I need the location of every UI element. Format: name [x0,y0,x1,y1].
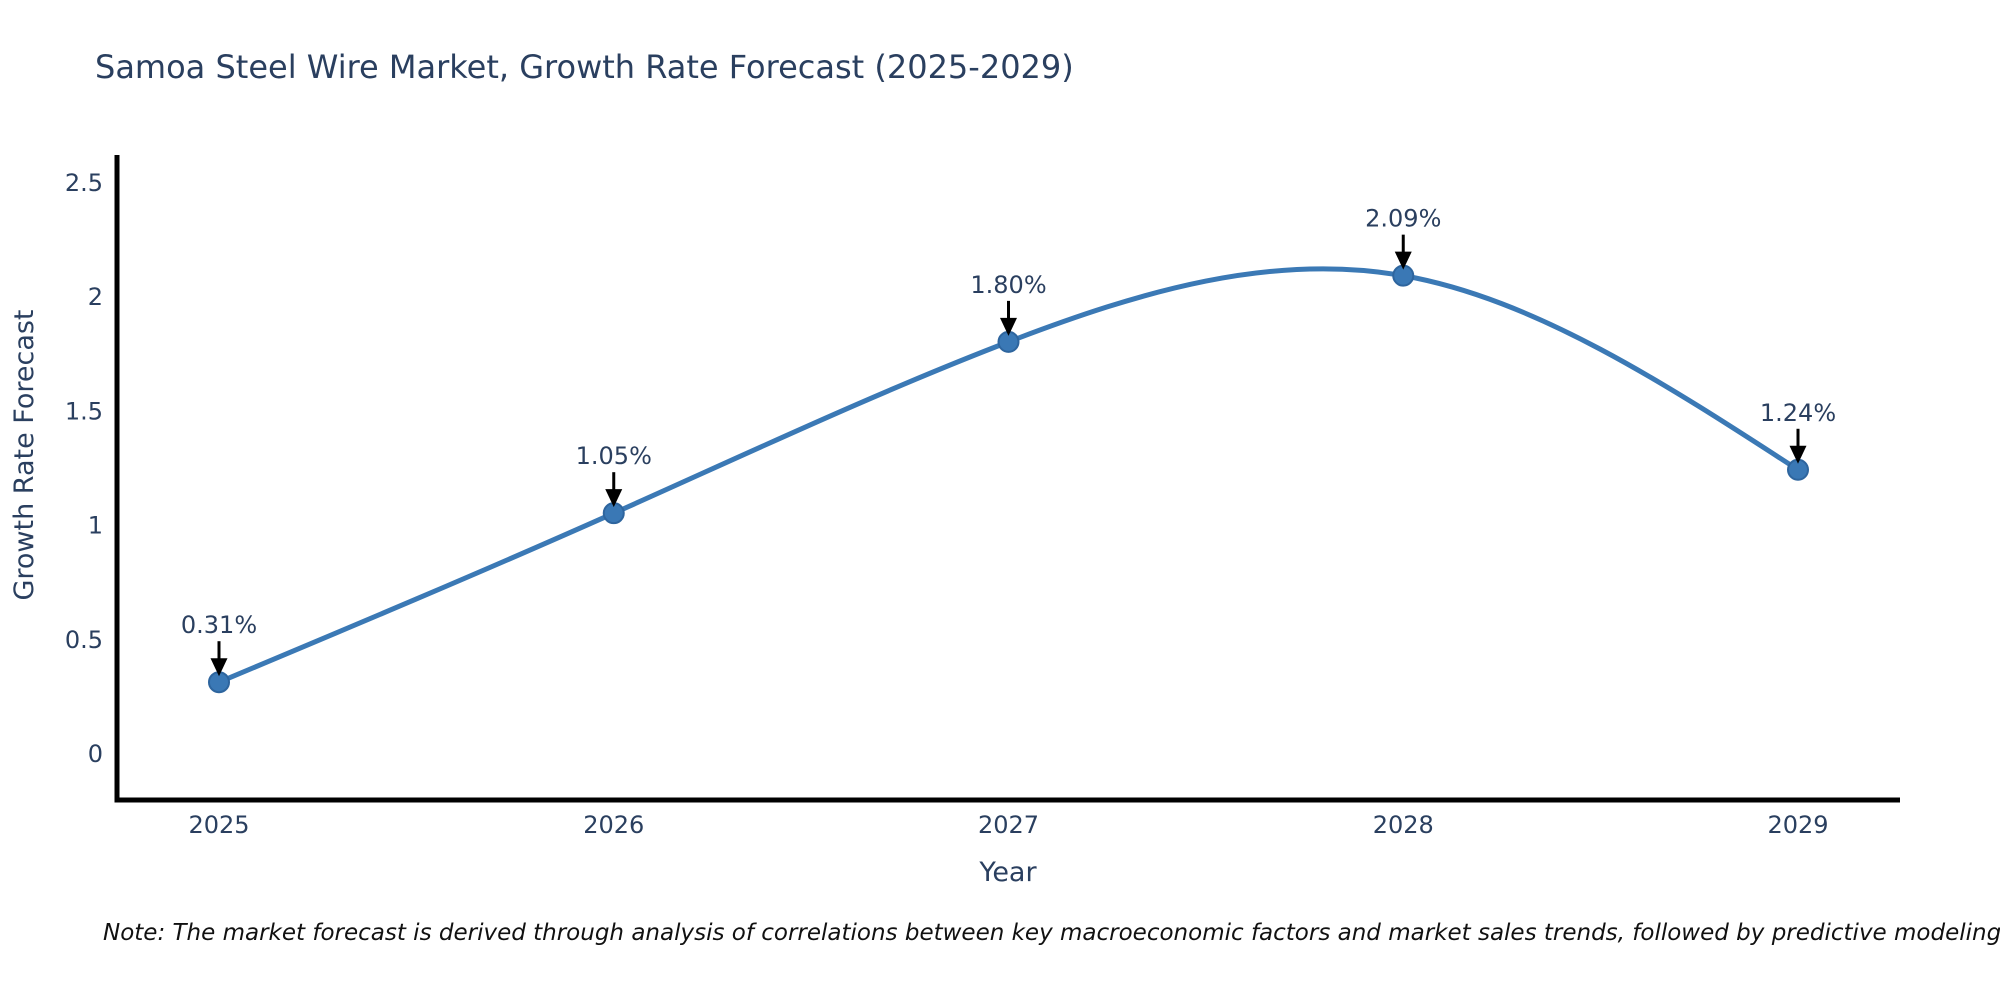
data-point-label: 1.80% [970,271,1046,299]
annotation-arrow-head [1394,251,1412,270]
y-tick-label: 2 [88,283,103,311]
chart-title: Samoa Steel Wire Market, Growth Rate For… [95,48,1074,86]
y-tick-label: 1.5 [65,397,103,425]
x-tick-label: 2029 [1767,811,1828,839]
annotation-arrow-head [1000,317,1017,336]
y-tick-label: 0.5 [65,626,103,654]
data-point-label: 2.09% [1365,205,1441,233]
data-point-label: 0.31% [181,611,257,639]
y-tick-label: 0 [88,740,103,768]
x-axis-title: Year [979,857,1037,888]
x-tick-label: 2028 [1373,811,1434,839]
data-point-label: 1.05% [576,442,652,470]
annotation-arrow-head [210,658,228,677]
annotation-arrow-head [605,489,623,508]
chart-footnote: Note: The market forecast is derived thr… [103,920,2000,946]
annotation-arrow-head [1789,445,1807,464]
x-tick-label: 2025 [188,811,249,839]
y-tick-label: 1 [88,512,103,540]
y-tick-label: 2.5 [65,169,103,197]
x-tick-label: 2027 [978,811,1039,839]
data-point-label: 1.24% [1760,399,1836,427]
x-tick-label: 2026 [583,811,644,839]
